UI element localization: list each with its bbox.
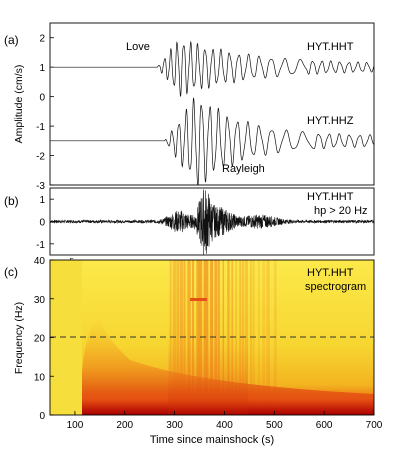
spectrogram-stripe [268, 260, 270, 415]
spectrogram-stripe [262, 260, 266, 415]
panel-a-label: (a) [4, 33, 19, 47]
x-tick-label: 200 [116, 420, 133, 431]
series-label-hht: HYT.HHT [307, 41, 354, 53]
y-tick-label: 1 [39, 63, 45, 74]
spectrogram-stripe [273, 260, 277, 415]
panel-c-y-ticks: 0 10 20 30 40 [34, 256, 54, 422]
trace-hyt-hht [50, 40, 374, 97]
annotation-rayleigh: Rayleigh [222, 163, 265, 175]
series-label-hhz: HYT.HHZ [307, 115, 354, 127]
x-tick-label: 400 [216, 420, 233, 431]
panel-c-xlabel: Time since mainshock (s) [150, 434, 274, 446]
panel-a: (a) Amplitude (cm/s) 2 1 0 -1 -2 -3 HYT.HHT H… [4, 22, 375, 192]
panel-c-ylabel: Frequency (Hz) [13, 302, 25, 374]
panel-b-label: (b) [4, 194, 19, 208]
y-tick-label: -1 [36, 122, 45, 133]
y-tick-label: 1 [39, 195, 45, 206]
x-tick-label: 500 [266, 420, 283, 431]
y-tick-label: 2 [39, 34, 45, 45]
panel-a-y-ticks: 2 1 0 -1 -2 -3 [36, 34, 54, 192]
panel-b-y-ticks: 1 0 -1 [36, 195, 54, 251]
panel-c-trace-label: HYT.HHT [307, 267, 354, 279]
y-tick-label: 20 [34, 334, 46, 345]
spectrogram-stripe [266, 260, 269, 415]
y-tick-label: -2 [36, 152, 45, 163]
spectrogram-stripe [249, 260, 253, 415]
panel-b-trace-label: HYT.HHT [307, 191, 354, 203]
x-tick-label: 300 [166, 420, 183, 431]
y-tick-label: 10 [34, 372, 46, 383]
panel-b: (b) 10-1 HYT.HHT hp > 20 Hz x10−5 [4, 187, 375, 270]
panel-c-label: (c) [4, 265, 18, 279]
trace-hyt-hhz [50, 97, 374, 185]
y-tick-label: 0 [39, 218, 45, 229]
panel-a-frame [49, 22, 375, 186]
x-tick-label: 100 [67, 420, 84, 431]
panel-c: (c) Frequency (Hz) Time since mainshock … [4, 256, 383, 446]
spectrogram-burst [168, 330, 248, 415]
spectrogram-pre-event [50, 260, 82, 415]
y-tick-label: 0 [39, 411, 45, 422]
y-tick-label: 30 [34, 295, 46, 306]
trace-hyt-hht-highpass [50, 189, 374, 255]
y-tick-label: 0 [39, 93, 45, 104]
spectrogram-stripe [258, 260, 260, 415]
annotation-love: Love [126, 41, 150, 53]
x-tick-label: 600 [316, 420, 333, 431]
spectrogram-stripe [252, 260, 255, 415]
panel-c-x-ticks: 100 200 300 400 500 600 700 [67, 411, 383, 431]
panel-b-filter-label: hp > 20 Hz [314, 205, 368, 217]
x-tick-label: 700 [366, 420, 383, 431]
panel-c-subtitle: spectrogram [305, 281, 366, 293]
y-tick-label: -1 [36, 240, 45, 251]
y-tick-label: -3 [36, 181, 45, 192]
y-tick-label: 40 [34, 256, 46, 267]
spectrogram-29hz-band [190, 298, 207, 301]
panel-a-ylabel: Amplitude (cm/s) [13, 65, 25, 144]
